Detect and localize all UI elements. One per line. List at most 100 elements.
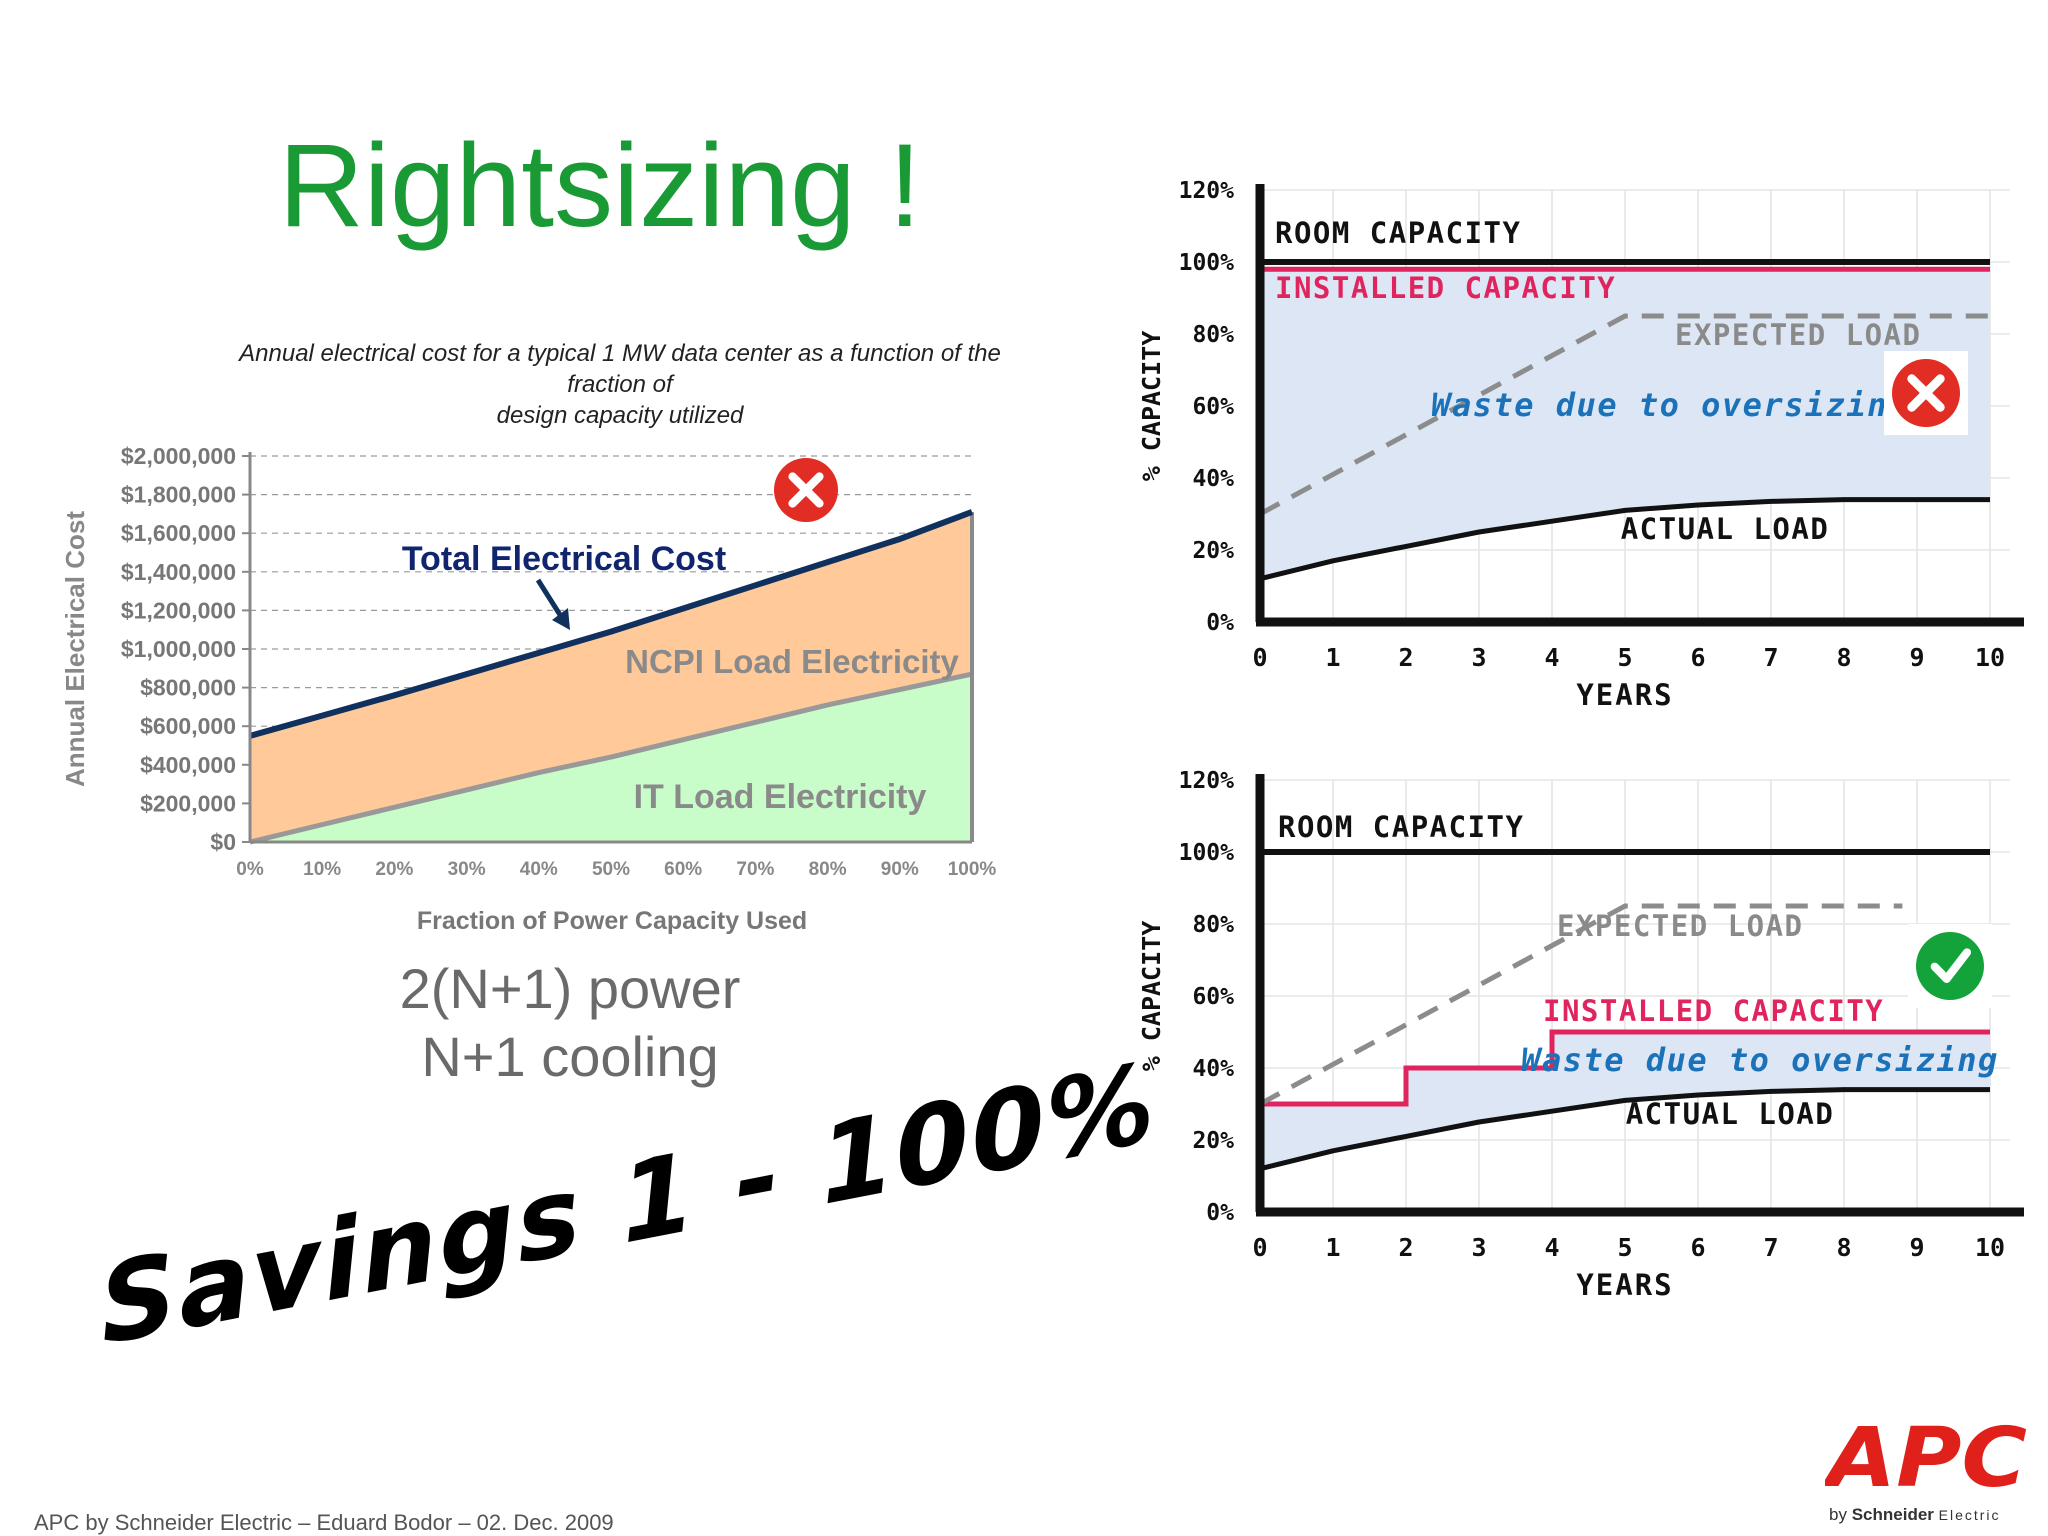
cap-ytick-label: 20% xyxy=(1192,538,1234,564)
cap-x-axis-label: YEARS xyxy=(1576,1268,1673,1302)
cap-xtick-label: 7 xyxy=(1763,643,1778,672)
cap-ytick-label: 80% xyxy=(1192,912,1234,938)
chart-subtitle: Annual electrical cost for a typical 1 M… xyxy=(210,338,1030,431)
cap-xtick-label: 9 xyxy=(1909,643,1924,672)
cap-xtick-label: 10 xyxy=(1975,643,2005,672)
cap-xtick-label: 1 xyxy=(1325,643,1340,672)
cost-ytick-label: $600,000 xyxy=(140,713,236,739)
total-cost-arrow-shaft xyxy=(535,578,565,620)
cap-xtick-label: 8 xyxy=(1836,1233,1851,1262)
expected-load-label: EXPECTED LOAD xyxy=(1557,909,1803,943)
cap-xtick-label: 7 xyxy=(1763,1233,1778,1262)
cap-ytick-label: 120% xyxy=(1179,768,1235,794)
cap-ytick-label: 80% xyxy=(1192,322,1234,348)
cap-ytick-label: 60% xyxy=(1192,984,1234,1010)
cost-xtick-label: 10% xyxy=(303,859,341,880)
cap-y-axis-label: % CAPACITY xyxy=(1137,921,1166,1072)
cap-xtick-label: 4 xyxy=(1544,1233,1559,1262)
cost-xtick-label: 30% xyxy=(448,859,486,880)
ncpi-area xyxy=(250,511,972,842)
it-line xyxy=(249,671,973,845)
expected-load-label: EXPECTED LOAD xyxy=(1675,318,1921,352)
total-cost-arrowhead xyxy=(552,608,570,630)
cap-y-axis-label: % CAPACITY xyxy=(1137,331,1166,482)
cap-xtick-label: 5 xyxy=(1617,1233,1632,1262)
cap-ytick-label: 100% xyxy=(1179,840,1235,866)
total-cost-line xyxy=(249,509,974,739)
cost-xtick-label: 40% xyxy=(520,859,558,880)
cost-xtick-label: 100% xyxy=(948,859,997,880)
cost-xtick-label: 90% xyxy=(881,859,919,880)
cap-xtick-label: 6 xyxy=(1690,643,1705,672)
installed-capacity-label: INSTALLED CAPACITY xyxy=(1543,994,1884,1028)
check-circle-icon xyxy=(1908,924,1992,1008)
x-circle-icon xyxy=(1884,351,1968,435)
actual-load-label: ACTUAL LOAD xyxy=(1621,512,1830,546)
logo-sub-brand: Schneider xyxy=(1852,1505,1935,1524)
room-capacity-label: ROOM CAPACITY xyxy=(1275,216,1521,250)
cost-ytick-label: $1,000,000 xyxy=(121,636,236,662)
room-capacity-label: ROOM CAPACITY xyxy=(1278,810,1524,844)
cap-xtick-label: 1 xyxy=(1325,1233,1340,1262)
cost-xtick-label: 50% xyxy=(592,859,630,880)
apc-logo: APC by Schneider Electric xyxy=(1825,1418,2027,1524)
cap-ytick-label: 20% xyxy=(1192,1128,1234,1154)
subtitle-line-2: design capacity utilized xyxy=(496,402,744,429)
cost-xtick-label: 0% xyxy=(236,859,264,880)
cap-ytick-label: 40% xyxy=(1192,1056,1234,1082)
cap-xtick-label: 3 xyxy=(1471,643,1486,672)
cap-xtick-label: 4 xyxy=(1544,643,1559,672)
cost-xtick-label: 60% xyxy=(664,859,702,880)
badge-x-mark xyxy=(788,472,824,508)
cap-x-axis-label: YEARS xyxy=(1576,678,1673,712)
cap-xtick-label: 6 xyxy=(1690,1233,1705,1262)
badge-check-mark xyxy=(1930,948,1972,983)
cost-y-axis-label: Annual Electrical Cost xyxy=(60,511,90,787)
logo-sub-tail: Electric xyxy=(1939,1507,2001,1523)
badge-x-mark xyxy=(1907,374,1945,412)
capacity-chart-oversized: 0% 20% 40% 60% 80% 100% 120% 0 1 2 3 4 5 6 7 8 9 10 YEARS%… xyxy=(1137,178,2024,712)
cap-ytick-label: 60% xyxy=(1192,394,1234,420)
cost-ytick-label: $1,600,000 xyxy=(121,520,236,546)
redundancy-config: 2(N+1) power N+1 cooling xyxy=(300,955,840,1091)
cost-chart: $0 $200,000 $400,000 $600,000 $800,000 $1,000… xyxy=(60,443,997,935)
subtitle-line-1: Annual electrical cost for a typical 1 M… xyxy=(239,340,1001,398)
cost-xtick-label: 70% xyxy=(736,859,774,880)
config-power: 2(N+1) power xyxy=(399,957,741,1020)
apc-logo-subline: by Schneider Electric xyxy=(1829,1505,2001,1524)
installed-capacity-label: INSTALLED CAPACITY xyxy=(1275,271,1616,305)
cost-ytick-label: $0 xyxy=(210,829,236,855)
waste-area xyxy=(1260,269,1990,579)
logo-sub-by: by xyxy=(1829,1505,1847,1524)
actual-load-line xyxy=(1259,497,1990,582)
cap-xtick-label: 2 xyxy=(1398,643,1413,672)
cap-xtick-label: 2 xyxy=(1398,1233,1413,1262)
config-cooling: N+1 cooling xyxy=(421,1025,719,1088)
cost-ytick-label: $1,200,000 xyxy=(121,597,236,623)
badge-circle xyxy=(1916,932,1984,1000)
total-cost-label: Total Electrical Cost xyxy=(402,540,726,578)
cost-ytick-label: $200,000 xyxy=(140,790,236,816)
cap-ytick-label: 40% xyxy=(1192,466,1234,492)
waste-label: Waste due to oversizing xyxy=(1521,1041,1999,1079)
expected-load-line xyxy=(1258,313,1990,517)
cap-xtick-label: 8 xyxy=(1836,643,1851,672)
cap-xtick-label: 10 xyxy=(1975,1233,2005,1262)
cost-ytick-label: $800,000 xyxy=(140,675,236,701)
x-circle-icon xyxy=(774,458,838,522)
cap-xtick-label: 5 xyxy=(1617,643,1632,672)
cost-ytick-label: $2,000,000 xyxy=(121,443,236,469)
cap-ytick-label: 0% xyxy=(1206,610,1234,636)
cap-ytick-label: 100% xyxy=(1179,250,1235,276)
footer-credit: APC by Schneider Electric – Eduard Bodor… xyxy=(34,1510,614,1535)
cap-xtick-label: 0 xyxy=(1252,1233,1267,1262)
cap-xtick-label: 9 xyxy=(1909,1233,1924,1262)
waste-area xyxy=(1260,1032,1990,1169)
cap-ytick-label: 120% xyxy=(1179,178,1235,204)
cap-xtick-label: 0 xyxy=(1252,643,1267,672)
it-label: IT Load Electricity xyxy=(634,778,927,816)
actual-load-line xyxy=(1259,1087,1990,1172)
capacity-chart-rightsized: 0% 20% 40% 60% 80% 100% 120% 0 1 2 3 4 5 6 7 8 9 10 YEARS%… xyxy=(1137,768,2024,1302)
cost-ytick-label: $1,400,000 xyxy=(121,559,236,585)
slide-title: Rightsizing ! xyxy=(278,120,922,252)
